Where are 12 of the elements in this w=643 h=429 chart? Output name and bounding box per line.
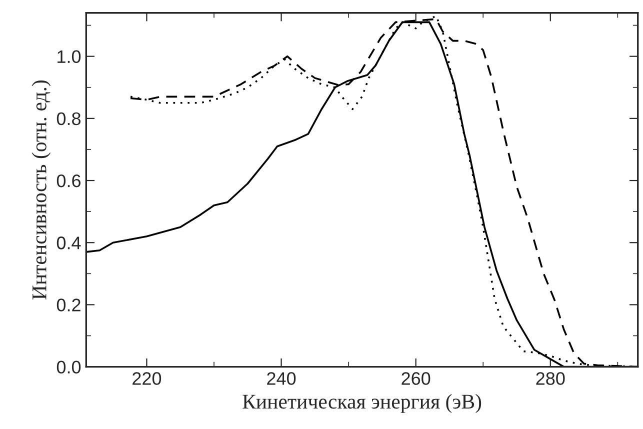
x-tick-label: 280 [536, 372, 565, 385]
y-tick-label: 0.4 [56, 236, 81, 250]
y-tick-label: 1.0 [58, 50, 81, 64]
x-axis-title: Кинетическая энергия (эВ) [242, 394, 482, 413]
x-tick-label: 240 [267, 372, 296, 385]
y-axis-title: Интенсивность (отн. ед.) [32, 80, 51, 300]
x-tick-label: 220 [132, 372, 162, 385]
x-tick-label: 260 [402, 372, 430, 385]
y-tick-label: 0.6 [56, 174, 81, 188]
y-tick-label: 0.0 [56, 360, 81, 374]
y-tick-label: 0.8 [56, 112, 81, 126]
y-tick-label: 0.2 [56, 298, 80, 312]
